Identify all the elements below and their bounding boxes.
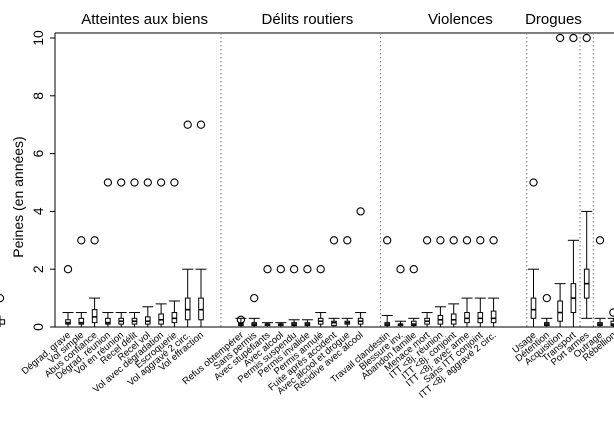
box-0 — [62, 265, 74, 328]
outlier-34-0 — [582, 33, 591, 43]
box-14 — [275, 265, 287, 328]
box-34 — [581, 33, 593, 319]
outlier-30-0 — [529, 178, 538, 187]
outlier-24-0 — [422, 236, 432, 245]
box-23 — [408, 265, 420, 328]
box-13 — [262, 265, 273, 328]
y-tick-label-3: 6 — [30, 149, 46, 157]
outlier-25-0 — [436, 236, 445, 245]
outlier-16-0 — [303, 265, 312, 274]
outlier-11-0 — [236, 315, 246, 324]
box-12 — [248, 293, 260, 328]
box-body-30 — [530, 297, 537, 319]
box-25 — [434, 236, 446, 328]
outlier-14-0 — [276, 265, 285, 274]
box-33 — [567, 33, 579, 328]
box-29 — [488, 236, 500, 328]
outlier-5-0 — [130, 178, 139, 187]
outlier-8-0 — [170, 178, 179, 187]
outlier-17-0 — [316, 265, 325, 274]
box-17 — [315, 265, 327, 328]
y-tick-label-4: 8 — [30, 92, 46, 100]
outlier-13-0 — [263, 265, 272, 274]
outlier-9-0 — [183, 120, 192, 129]
outlier-31-0 — [542, 293, 551, 303]
box-10 — [195, 120, 207, 328]
outlier-27-0 — [462, 236, 472, 245]
group-header-0: Atteintes aux biens — [81, 11, 208, 28]
outlier-10-0 — [196, 120, 206, 129]
box-21 — [381, 236, 393, 328]
group-header-4: Drogues — [525, 11, 582, 28]
box-body-1 — [78, 317, 85, 325]
outlier-3-0 — [103, 178, 113, 187]
box-body-32 — [557, 300, 563, 322]
outlier-37-0 — [0, 293, 5, 303]
box-body-3 — [105, 317, 111, 325]
outlier-32-0 — [555, 33, 565, 43]
outlier-21-0 — [383, 236, 392, 245]
group-separators — [220, 33, 594, 327]
box-22 — [395, 265, 406, 328]
box-4 — [115, 178, 127, 328]
box-5 — [129, 178, 140, 328]
box-35 — [594, 236, 606, 328]
y-tick-label-5: 10 — [30, 30, 46, 46]
box-30 — [528, 178, 539, 328]
outlier-4-0 — [117, 178, 126, 187]
box-11 — [235, 315, 247, 328]
box-body-37 — [0, 319, 6, 325]
box-28 — [474, 236, 486, 328]
box-9 — [182, 120, 194, 328]
outlier-36-0 — [609, 308, 614, 317]
y-tick-label-1: 2 — [30, 265, 46, 273]
box-body-29 — [490, 310, 497, 324]
box-26 — [448, 236, 460, 328]
outlier-0-0 — [63, 265, 73, 274]
box-3 — [102, 178, 114, 328]
outlier-1-0 — [77, 236, 86, 245]
outlier-15-0 — [289, 265, 299, 274]
outlier-7-0 — [156, 178, 166, 187]
box-2 — [89, 236, 101, 328]
outlier-20-0 — [356, 207, 365, 216]
outlier-19-0 — [343, 236, 352, 245]
box-19 — [341, 236, 353, 328]
y-tick-label-0: 0 — [30, 323, 46, 331]
box-27 — [461, 236, 473, 328]
outlier-35-0 — [595, 236, 605, 245]
outlier-26-0 — [449, 236, 458, 245]
box-36 — [607, 308, 614, 328]
group-header-1: Délits routiers — [262, 11, 354, 28]
outlier-2-0 — [90, 236, 99, 245]
box-32 — [554, 33, 566, 328]
chart-text: Peines (en années) 0 2 4 6 8 10 Atteintes aux … — [10, 11, 614, 401]
chart-marks — [0, 33, 614, 328]
outlier-23-0 — [409, 265, 418, 274]
box-37 — [0, 293, 6, 327]
box-18 — [328, 236, 340, 328]
box-20 — [355, 207, 367, 328]
group-header-3: Violences — [428, 11, 493, 28]
box-7 — [155, 178, 167, 328]
outlier-6-0 — [143, 178, 152, 187]
box-16 — [301, 265, 313, 328]
box-8 — [168, 178, 180, 328]
outlier-33-0 — [569, 33, 578, 43]
outlier-18-0 — [329, 236, 339, 245]
outlier-28-0 — [476, 236, 485, 245]
outlier-12-0 — [250, 293, 259, 303]
y-tick-label-2: 4 — [30, 207, 46, 215]
box-1 — [75, 236, 87, 328]
box-6 — [142, 178, 154, 328]
box-31 — [541, 293, 553, 328]
y-axis-label: Peines (en années) — [10, 136, 26, 257]
chart-axes — [50, 32, 614, 328]
box-24 — [421, 236, 433, 328]
outlier-29-0 — [489, 236, 498, 245]
outlier-22-0 — [396, 265, 405, 274]
box-15 — [288, 265, 300, 328]
